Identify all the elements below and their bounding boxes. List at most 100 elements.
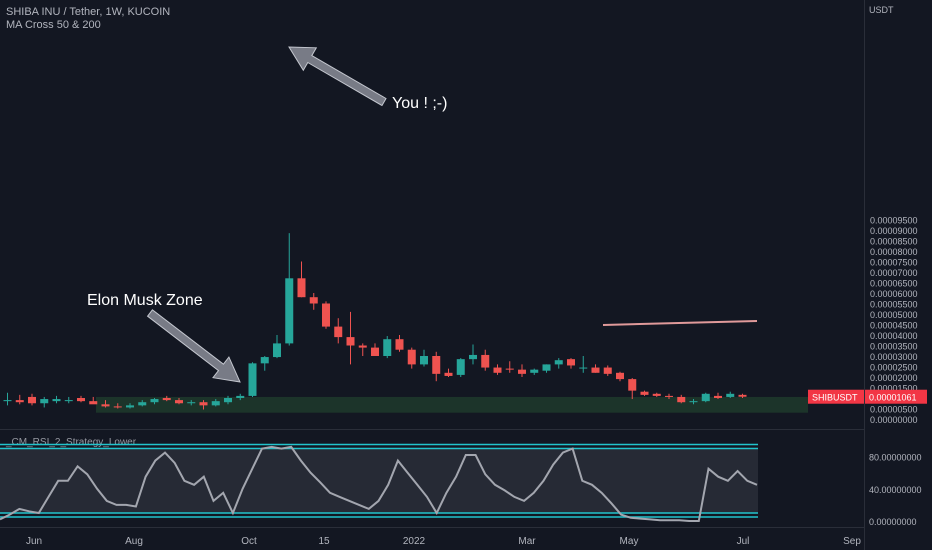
candle[interactable] — [481, 349, 490, 371]
candle[interactable] — [456, 358, 465, 377]
candle[interactable] — [358, 343, 367, 356]
candle[interactable] — [505, 361, 514, 373]
candle[interactable] — [591, 364, 600, 373]
candle[interactable] — [603, 365, 612, 376]
candle[interactable] — [260, 356, 269, 371]
candle-body — [322, 303, 330, 327]
candle-body — [113, 406, 122, 408]
candle[interactable] — [567, 358, 575, 369]
candle[interactable] — [444, 368, 453, 377]
indicator-label: MA Cross 50 & 200 — [6, 19, 101, 31]
time-tick-label: 15 — [318, 536, 330, 547]
candle-body — [628, 379, 637, 391]
candle[interactable] — [579, 356, 588, 373]
candle-body — [469, 354, 477, 360]
candle[interactable] — [689, 399, 698, 405]
candle[interactable] — [77, 395, 85, 403]
candle[interactable] — [126, 403, 134, 409]
candle[interactable] — [542, 364, 551, 373]
candle-body — [346, 337, 355, 346]
price-tick-label: 0.00005500 — [870, 300, 918, 310]
candle[interactable] — [714, 392, 722, 400]
time-tick-label: Jun — [26, 536, 42, 547]
candle[interactable] — [395, 335, 404, 352]
candle[interactable] — [432, 351, 441, 382]
candle-body — [334, 326, 343, 338]
candle[interactable] — [322, 301, 330, 329]
candle[interactable] — [40, 396, 49, 408]
price-tick-label: 0.00002000 — [870, 373, 918, 383]
time-tick-label: Jul — [737, 536, 750, 547]
candle[interactable] — [52, 395, 61, 404]
candle[interactable] — [211, 399, 220, 407]
candle[interactable] — [640, 390, 649, 396]
price-tick-label: 0.00003000 — [870, 352, 918, 362]
candle[interactable] — [616, 371, 624, 382]
candle[interactable] — [15, 394, 24, 405]
candle[interactable] — [701, 392, 710, 403]
candle[interactable] — [652, 392, 661, 397]
candle-body — [456, 359, 465, 375]
candle[interactable] — [309, 293, 318, 310]
rsi-indicator-title: _CM_RSI_2_Strategy_Lower — [6, 437, 137, 448]
candle[interactable] — [346, 311, 355, 365]
rsi-tick-label: 40.00000000 — [869, 485, 922, 495]
candle[interactable] — [150, 398, 159, 405]
candle[interactable] — [138, 400, 147, 407]
candle[interactable] — [420, 349, 428, 367]
candle-body — [285, 278, 294, 344]
symbol-tag: SHIBUSDT — [812, 393, 858, 403]
candle-body — [162, 398, 171, 401]
candle[interactable] — [273, 335, 281, 359]
candle[interactable] — [518, 364, 526, 377]
rsi-tick-label: 0.00000000 — [869, 517, 917, 527]
candle[interactable] — [3, 392, 12, 406]
candle[interactable] — [726, 391, 735, 398]
candle[interactable] — [677, 394, 686, 404]
candle[interactable] — [248, 362, 257, 397]
candle[interactable] — [665, 393, 673, 400]
candle[interactable] — [175, 398, 183, 405]
you-annotation: You ! ;-) — [392, 95, 447, 112]
candle[interactable] — [101, 400, 110, 408]
candle[interactable] — [297, 261, 306, 298]
candle[interactable] — [64, 396, 73, 404]
candle[interactable] — [187, 400, 196, 406]
candle-body — [665, 395, 673, 397]
candle[interactable] — [89, 396, 98, 405]
candle-body — [297, 278, 306, 298]
candle[interactable] — [28, 393, 36, 406]
candle[interactable] — [371, 343, 379, 356]
candle[interactable] — [469, 344, 477, 365]
candle[interactable] — [113, 403, 122, 409]
candle[interactable] — [162, 395, 171, 402]
candle[interactable] — [628, 378, 637, 400]
candle[interactable] — [407, 347, 416, 369]
candle-body — [701, 393, 710, 402]
candle[interactable] — [383, 336, 392, 359]
candle[interactable] — [334, 318, 343, 344]
candle[interactable] — [738, 393, 747, 398]
candle[interactable] — [285, 233, 294, 346]
candle-body — [273, 343, 281, 358]
candle-body — [407, 349, 416, 365]
price-tick-label: 0.00001500 — [870, 384, 918, 394]
candle[interactable] — [493, 364, 502, 375]
candle-body — [224, 398, 232, 403]
candle[interactable] — [236, 393, 245, 401]
candle[interactable] — [199, 400, 208, 410]
price-tick-label: 0.00002500 — [870, 363, 918, 373]
candle[interactable] — [554, 358, 563, 369]
candle-body — [395, 339, 404, 350]
candle[interactable] — [530, 368, 539, 375]
rsi-line — [0, 445, 758, 522]
price-tick-label: 0.00004000 — [870, 331, 918, 341]
candle-body — [652, 393, 661, 396]
last-price-tag-bg — [865, 389, 927, 404]
price-tick-label: 0.00005000 — [870, 310, 918, 320]
candle-body — [3, 400, 12, 402]
time-tick-label: Aug — [125, 536, 143, 547]
candle[interactable] — [224, 395, 232, 405]
candle-body — [738, 394, 747, 397]
